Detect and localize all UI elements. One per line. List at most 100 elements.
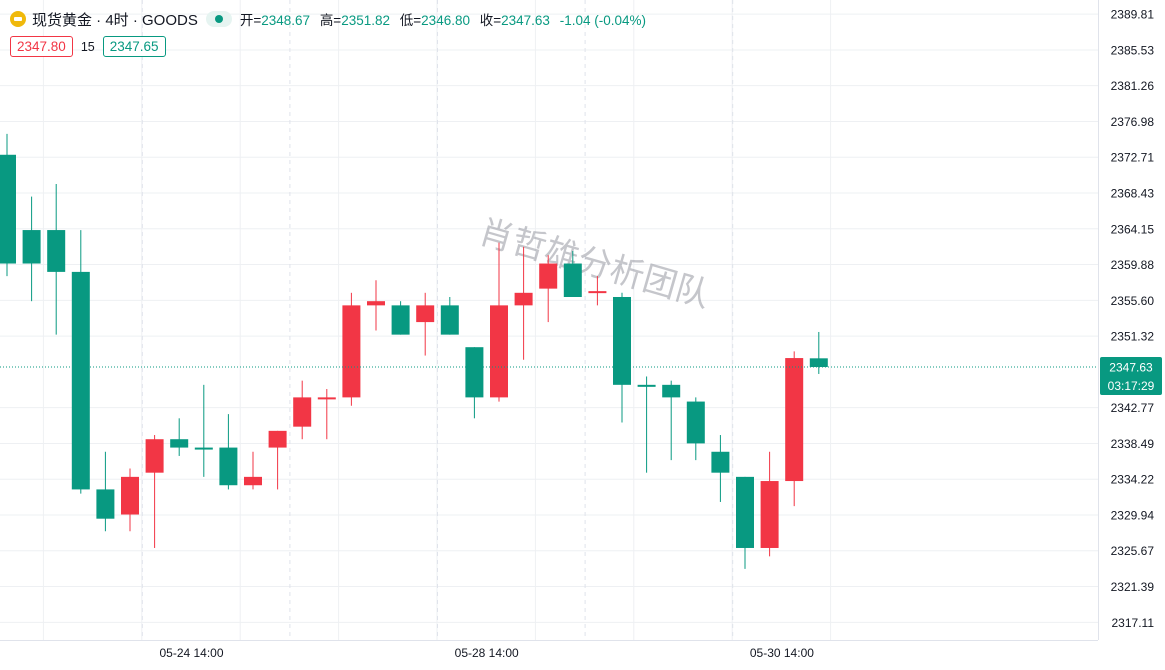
candle-body xyxy=(22,230,41,264)
candle xyxy=(637,376,656,473)
high-value: 2351.82 xyxy=(341,13,391,28)
ohlc-values: 开=2348.67 高=2351.82 低=2346.80 收=2347.63 … xyxy=(240,9,652,29)
candle xyxy=(71,230,90,494)
price-tick-label: 2381.26 xyxy=(1111,79,1155,93)
candle-body xyxy=(391,305,410,335)
candle-body xyxy=(809,358,828,368)
candle xyxy=(613,292,631,423)
candle-body xyxy=(194,447,213,450)
last-price-label: 2347.63 xyxy=(1109,361,1153,375)
candle xyxy=(367,280,385,331)
price-tick-label: 2385.53 xyxy=(1111,43,1155,57)
candle-body xyxy=(613,296,631,385)
candle xyxy=(785,351,804,507)
candle xyxy=(760,451,779,557)
candle-body xyxy=(47,230,66,272)
price-axis: 2389.81 2385.53 2381.26 2376.98 2372.71 2368.… xyxy=(1098,0,1165,670)
trade-buttons: 2347.80 15 2347.65 xyxy=(10,36,166,57)
candle-body xyxy=(0,154,16,264)
price-axis-bg xyxy=(1098,0,1165,670)
bar-countdown-label: 03:17:29 xyxy=(1108,379,1155,393)
candle xyxy=(563,250,582,297)
candle xyxy=(219,414,238,490)
candle-body xyxy=(71,271,90,490)
grid-lines xyxy=(0,0,1098,640)
candle-body xyxy=(662,384,681,398)
visibility-toggle-icon[interactable] xyxy=(205,11,232,27)
low-label: 低= xyxy=(399,13,422,28)
gold-coin-icon xyxy=(10,11,26,27)
candle xyxy=(145,435,164,548)
candle-body xyxy=(736,476,754,548)
candle xyxy=(194,384,213,477)
candle-body xyxy=(342,305,361,398)
candle xyxy=(662,380,681,461)
candle-body xyxy=(170,439,189,448)
spread-value: 15 xyxy=(80,39,95,54)
candle-body xyxy=(219,447,238,486)
candle-body xyxy=(121,476,139,515)
close-label: 收= xyxy=(479,13,502,28)
candle xyxy=(416,292,435,356)
candle xyxy=(686,397,705,461)
time-tick-label: 05-30 14:00 xyxy=(750,646,814,660)
time-tick-label: 05-28 14:00 xyxy=(455,646,519,660)
symbol-title[interactable]: 现货黄金 · 4时 · GOODS xyxy=(32,11,198,29)
candle-body xyxy=(440,305,459,335)
candle xyxy=(736,476,754,569)
close-value: 2347.63 xyxy=(501,13,550,28)
price-tick-label: 2368.43 xyxy=(1111,187,1155,201)
buy-price-button[interactable]: 2347.65 xyxy=(102,36,166,57)
candle-body xyxy=(465,347,484,398)
last-price-badge xyxy=(1100,357,1162,396)
candle-body xyxy=(145,439,164,473)
price-tick-label: 2334.22 xyxy=(1111,473,1155,487)
price-tick-label: 2321.39 xyxy=(1111,580,1155,594)
price-tick-label: 2317.11 xyxy=(1112,616,1155,630)
candle-body xyxy=(588,291,607,294)
change-value: -1.04 (-0.04%) xyxy=(559,13,647,28)
candle xyxy=(539,255,558,323)
sell-price-button[interactable]: 2347.80 xyxy=(10,36,73,57)
candle xyxy=(96,451,115,532)
candle xyxy=(809,331,828,374)
price-tick-label: 2364.15 xyxy=(1111,222,1155,236)
price-tick-label: 2338.49 xyxy=(1111,437,1155,451)
candle xyxy=(317,389,336,440)
candle-body xyxy=(760,481,779,548)
candle-body xyxy=(317,397,336,400)
candle xyxy=(711,435,730,502)
chart-legend-header: 现货黄金 · 4时 · GOODS 开=2348.67 高=2351.82 低=… xyxy=(10,8,652,30)
candle xyxy=(22,196,41,302)
candle xyxy=(391,301,410,335)
high-label: 高= xyxy=(319,13,342,28)
candle xyxy=(0,133,16,277)
candle xyxy=(490,242,508,402)
price-tick-label: 2359.88 xyxy=(1111,258,1155,272)
price-tick-label: 2351.32 xyxy=(1111,330,1155,344)
candle-body xyxy=(514,292,533,306)
candle-body xyxy=(490,305,508,398)
open-label: 开= xyxy=(239,13,262,28)
candle xyxy=(293,380,312,440)
candle xyxy=(268,430,287,490)
price-tick-label: 2325.67 xyxy=(1111,544,1155,558)
candle xyxy=(514,246,533,360)
candle-body xyxy=(785,358,804,482)
price-tick-label: 2372.71 xyxy=(1111,151,1155,165)
candle xyxy=(440,296,459,335)
candle xyxy=(170,418,189,456)
candle-body xyxy=(268,430,287,448)
price-tick-label: 2355.60 xyxy=(1111,294,1155,308)
candle xyxy=(465,347,484,419)
candle-body xyxy=(244,476,262,486)
candle-body xyxy=(96,489,115,519)
price-tick-label: 2376.98 xyxy=(1111,115,1155,129)
candle xyxy=(342,292,361,406)
candle-body xyxy=(711,451,730,473)
candle xyxy=(121,468,139,532)
candle-body xyxy=(416,305,435,323)
price-tick-label: 2329.94 xyxy=(1111,509,1155,523)
candle-body xyxy=(293,397,312,427)
